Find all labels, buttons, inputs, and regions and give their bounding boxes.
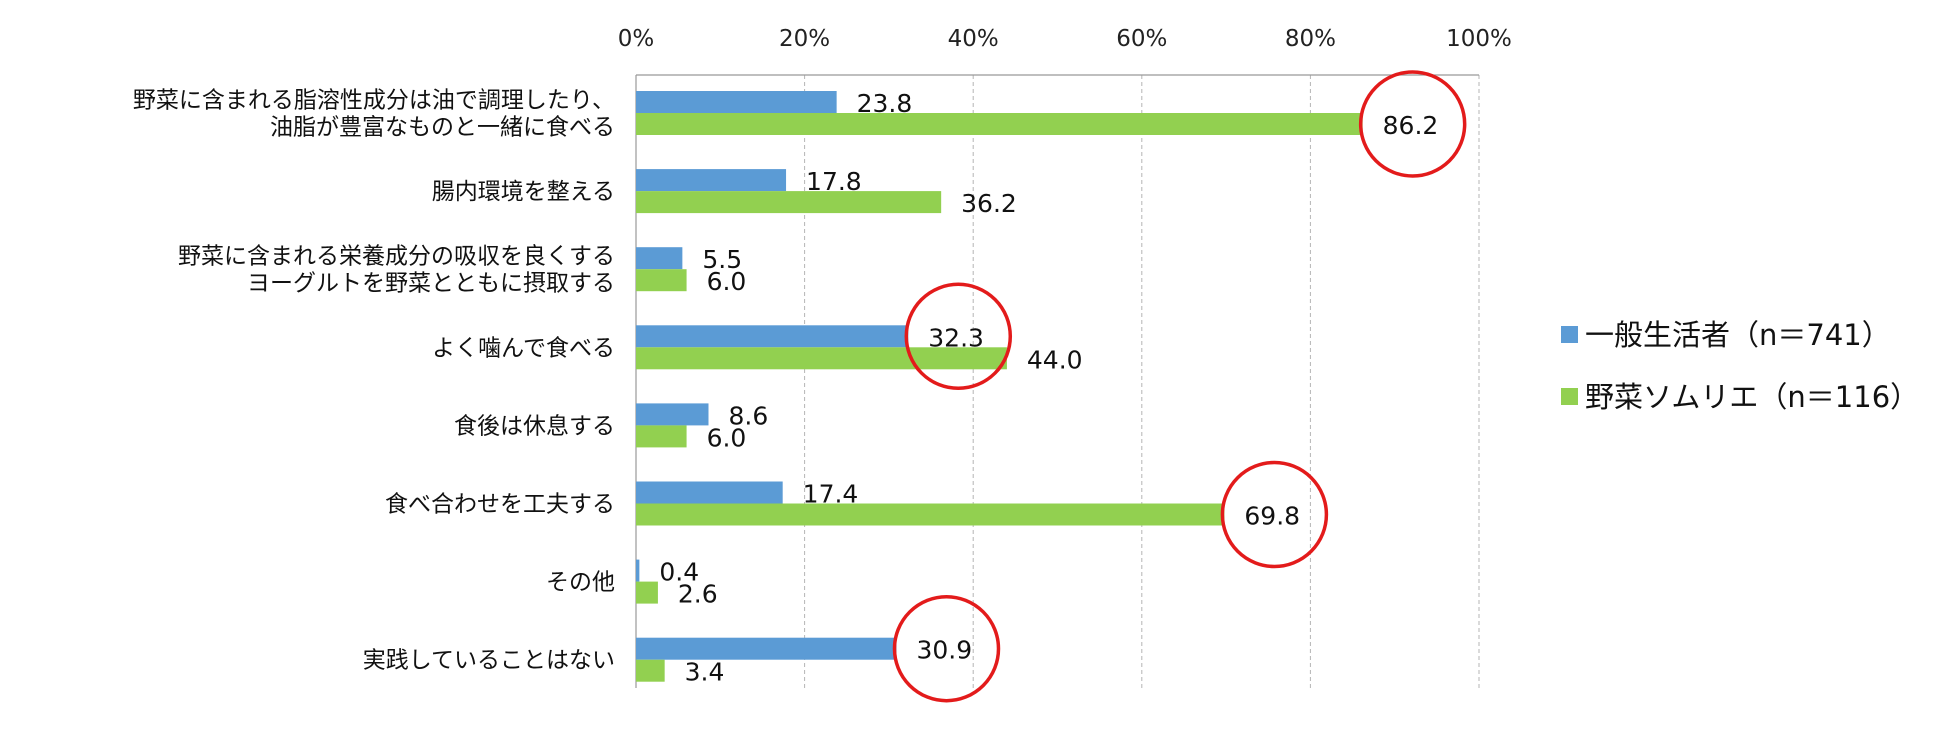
legend-label: 野菜ソムリエ（n＝116） (1585, 380, 1919, 414)
data-label: 3.4 (685, 658, 725, 687)
bar-sommelier (636, 425, 687, 448)
bar-sommelier (636, 113, 1363, 135)
category-label: 食後は休息する (454, 413, 615, 439)
bar-general (636, 403, 709, 426)
bar-sommelier (636, 581, 658, 604)
bar-general (636, 637, 897, 660)
x-tick-label: 100% (1446, 26, 1512, 52)
legend-swatch (1561, 388, 1578, 405)
legend-swatch (1561, 326, 1578, 343)
bar-general (636, 169, 787, 192)
category-label: 油脂が豊富なものと一緒に食べる (270, 115, 615, 141)
bar-sommelier (636, 191, 942, 214)
x-tick-label: 0% (618, 26, 655, 52)
category-label: 食べ合わせを工夫する (385, 492, 615, 518)
data-label: 44.0 (1027, 345, 1083, 374)
category-label: 実践していることはない (363, 648, 615, 674)
data-label: 5.5 (702, 245, 742, 274)
data-label: 2.6 (678, 580, 718, 609)
highlight-circle (1220, 460, 1329, 569)
highlight-circle (904, 282, 1013, 391)
legend-label: 一般生活者（n＝741） (1585, 318, 1891, 352)
x-tick-label: 20% (779, 26, 830, 52)
bar-general (636, 91, 837, 113)
data-label: 6.0 (707, 267, 747, 296)
x-tick-label: 80% (1285, 26, 1336, 52)
bar-sommelier (636, 347, 1007, 370)
x-tick-label: 40% (948, 26, 999, 52)
category-label: 野菜に含まれる栄養成分の吸収を良くする (178, 244, 615, 270)
category-label: よく噛んで食べる (432, 335, 615, 361)
highlight-circle (1358, 70, 1467, 178)
category-label: 腸内環境を整える (432, 179, 615, 205)
data-label: 36.2 (961, 189, 1017, 218)
data-label: 8.6 (728, 401, 768, 430)
category-label: 野菜に含まれる脂溶性成分は油で調理したり、 (133, 88, 615, 114)
x-tick-label: 60% (1116, 26, 1167, 52)
category-label: ヨーグルトを野菜とともに摂取する (247, 271, 615, 297)
data-label: 69.8 (1244, 502, 1300, 531)
bar-sommelier (636, 659, 665, 682)
bar-sommelier (636, 503, 1225, 526)
bar-sommelier (636, 269, 687, 292)
bar-general (636, 559, 640, 582)
data-label: 86.2 (1383, 111, 1439, 140)
data-label: 6.0 (707, 423, 747, 452)
bar-general (636, 481, 783, 504)
bar-general (636, 325, 909, 348)
bar-general (636, 247, 683, 270)
category-label: その他 (546, 570, 615, 596)
data-label: 0.4 (659, 558, 699, 587)
highlight-circle (892, 594, 1001, 703)
data-label: 30.9 (916, 636, 972, 665)
